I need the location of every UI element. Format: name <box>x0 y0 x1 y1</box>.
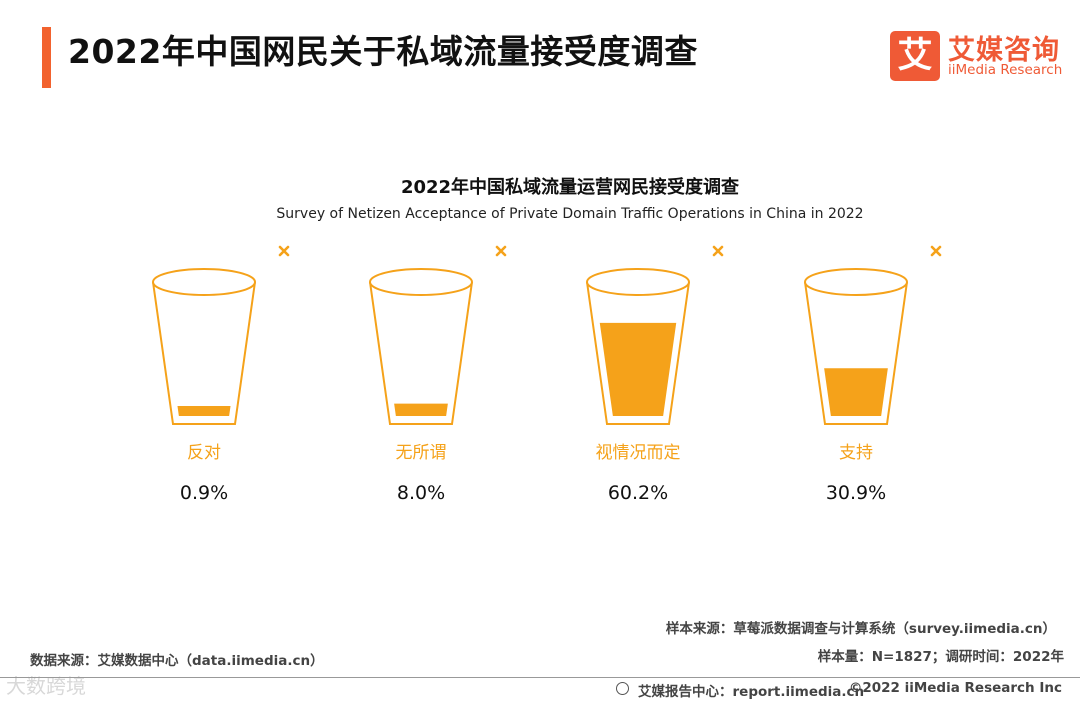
sparkle-icon <box>495 245 507 257</box>
category-label: 支持 <box>839 443 873 463</box>
glass-outline <box>804 281 908 425</box>
watermark: 大数跨境 <box>6 674 86 698</box>
glass-rim <box>369 268 473 296</box>
glass-rim <box>804 268 908 296</box>
iimedia-logo-icon: 艾 <box>890 31 940 81</box>
title-accent-bar <box>42 27 51 88</box>
glass-rim <box>152 268 256 296</box>
value-label: 30.9% <box>826 482 886 504</box>
value-label: 0.9% <box>180 482 228 504</box>
glass-fill-bar <box>824 368 888 416</box>
glass-rim <box>586 268 690 296</box>
glass-outline <box>369 281 473 425</box>
logo-english-text: iiMedia Research <box>948 62 1063 78</box>
category-label: 无所谓 <box>396 443 447 463</box>
sparkle-icon <box>278 245 290 257</box>
glass-outline <box>586 281 690 425</box>
sample-source: 样本来源：草莓派数据调查与计算系统（survey.iimedia.cn） <box>665 621 1056 637</box>
sparkle-icon <box>930 245 942 257</box>
sample-size: 样本量：N=1827；调研时间：2022年 <box>817 649 1064 665</box>
logo-chinese-text: 艾媒咨询 <box>948 35 1060 66</box>
report-center: 艾媒报告中心：report.iimedia.cn <box>638 684 865 700</box>
value-label: 8.0% <box>397 482 445 504</box>
category-label: 视情况而定 <box>596 443 681 463</box>
glass-fill-bar <box>394 403 448 416</box>
value-label: 60.2% <box>608 482 668 504</box>
globe-icon <box>616 682 629 695</box>
data-source: 数据来源：艾媒数据中心（data.iimedia.cn） <box>30 653 324 669</box>
chart-subtitle: Survey of Netizen Acceptance of Private … <box>276 206 864 222</box>
page-title: 2022年中国网民关于私域流量接受度调查 <box>68 32 698 71</box>
glass-fill-bar <box>599 322 677 416</box>
glass-fill-bar <box>177 406 231 416</box>
chart-title: 2022年中国私域流量运营网民接受度调查 <box>400 177 740 198</box>
category-label: 反对 <box>187 443 221 463</box>
copyright: ©2022 iiMedia Research Inc <box>848 680 1062 696</box>
footer-divider <box>0 677 1080 678</box>
glass-outline <box>152 281 256 425</box>
sparkle-icon <box>712 245 724 257</box>
